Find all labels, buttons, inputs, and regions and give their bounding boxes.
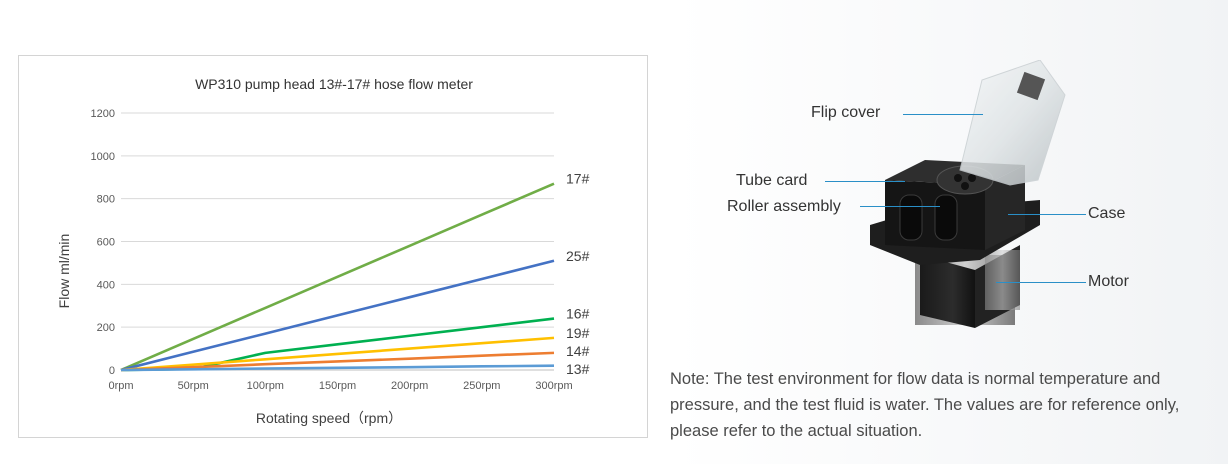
y-tick-label: 800 (97, 194, 115, 206)
flow-chart-svg: WP310 pump head 13#-17# hose flow meter 0… (56, 76, 590, 426)
y-tick-label: 600 (97, 237, 115, 249)
x-tick-label: 200rpm (391, 380, 428, 392)
y-tick-label: 1200 (91, 108, 115, 120)
series-label: 25# (566, 248, 590, 264)
series-label: 14# (566, 343, 590, 359)
x-tick-label: 0rpm (108, 380, 133, 392)
y-tick-label: 400 (97, 279, 115, 291)
y-tick-label: 1000 (91, 151, 115, 163)
motor-label: Motor (1088, 273, 1129, 290)
case-label: Case (1088, 205, 1126, 222)
series-label: 16# (566, 306, 590, 322)
flip-cover (959, 59, 1066, 186)
motor-leader (996, 282, 1086, 283)
flow-chart: WP310 pump head 13#-17# hose flow meter 0… (18, 55, 648, 438)
y-axis-title: Flow ml/min (56, 234, 72, 309)
x-axis-title: Rotating speed（rpm） (256, 410, 402, 426)
series-line-25 (120, 259, 555, 372)
x-tick-label: 150rpm (319, 380, 356, 392)
case-leader (1008, 214, 1086, 215)
tube-card-leader (825, 181, 905, 182)
flip-cover-leader (903, 114, 983, 115)
x-tick-label: 250rpm (463, 380, 500, 392)
tube-card-slot (899, 194, 923, 241)
case-side (985, 165, 1025, 250)
lid-latch (1016, 71, 1046, 101)
y-tick-label: 200 (97, 322, 115, 334)
tube-card-label: Tube card (736, 172, 808, 189)
series-label: 19# (566, 325, 590, 341)
chart-title: WP310 pump head 13#-17# hose flow meter (195, 76, 473, 92)
roller-assembly-leader (860, 206, 940, 207)
tube-card-slot (934, 194, 958, 241)
series-line-19 (120, 336, 555, 372)
y-tick-label: 0 (109, 365, 115, 377)
motor-body-front (920, 255, 975, 328)
pump-head-image (870, 59, 1066, 328)
series-line-13 (120, 364, 555, 372)
test-note: Note: The test environment for flow data… (670, 370, 1180, 440)
roller-assembly-label: Roller assembly (727, 198, 841, 215)
series-line-17 (120, 182, 555, 372)
x-tick-label: 300rpm (535, 380, 572, 392)
x-tick-label: 50rpm (178, 380, 209, 392)
pump-product-figure (720, 59, 1200, 350)
series-label: 13# (566, 361, 590, 377)
flip-cover-label: Flip cover (811, 104, 881, 121)
series-line-14 (120, 351, 555, 372)
series-label: 17# (566, 171, 590, 187)
x-tick-label: 100rpm (247, 380, 284, 392)
